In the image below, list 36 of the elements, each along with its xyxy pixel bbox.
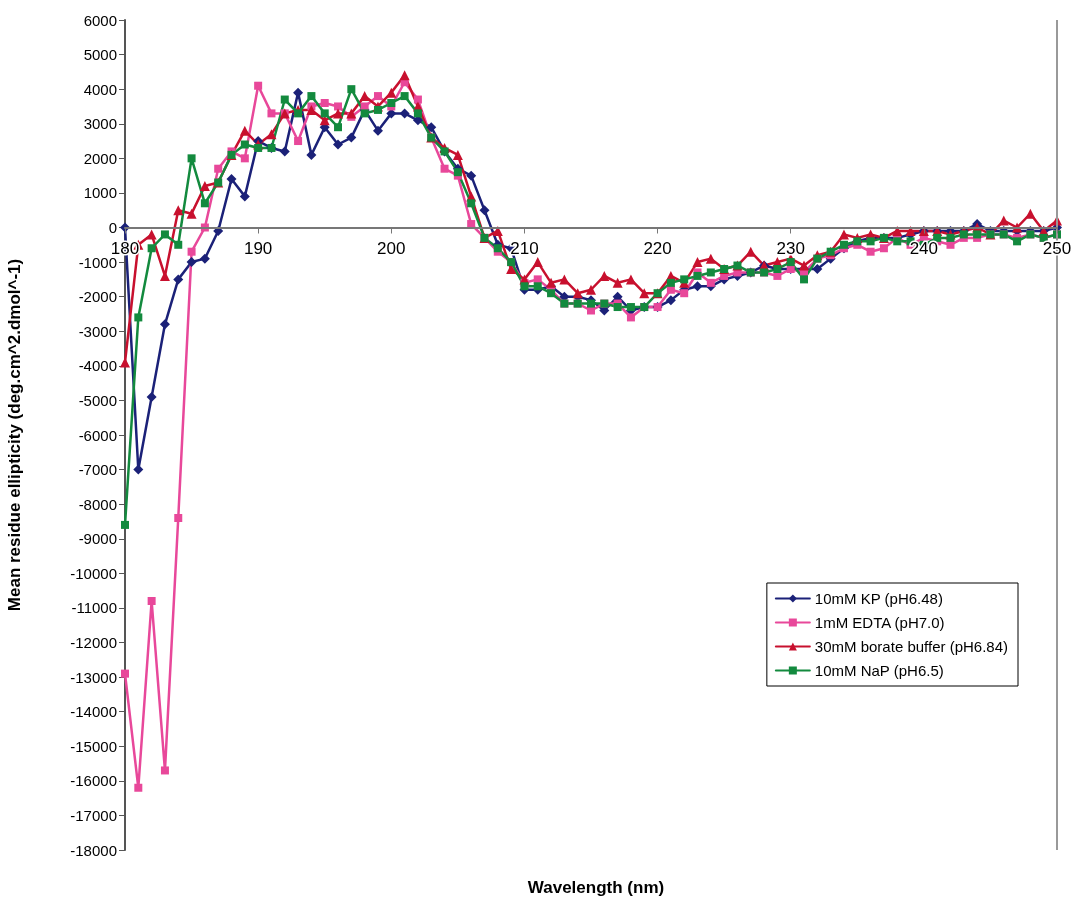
y-tick-label: -18000 [70, 841, 117, 859]
y-axis-title: Mean residue ellipticity (deg.cm^2.dmol^-1) [5, 258, 24, 612]
x-tick-label: 190 [243, 238, 273, 258]
y-tick-label: 3000 [83, 115, 117, 133]
y-tick-label: -9000 [78, 530, 117, 548]
y-tick-label: -6000 [78, 426, 117, 444]
y-tick-label: 1000 [83, 184, 117, 202]
y-tick-label: -15000 [70, 737, 117, 755]
y-tick-label: 6000 [83, 11, 117, 29]
x-tick-label: 220 [643, 238, 672, 258]
y-tick-label: -13000 [70, 668, 117, 686]
y-tick-label: -8000 [78, 495, 117, 513]
y-tick-label: -17000 [70, 806, 117, 824]
y-tick-label: -3000 [78, 322, 117, 340]
y-tick-label: -10000 [70, 564, 117, 582]
x-axis-title: Wavelength (nm) [527, 878, 665, 897]
x-tick-label: 250 [1042, 238, 1072, 258]
legend-label: 10mM KP (pH6.48) [814, 590, 943, 607]
y-tick-label: 0 [108, 219, 117, 236]
legend-label: 10mM NaP (pH6.5) [814, 662, 944, 679]
y-tick-label: -16000 [70, 772, 117, 790]
y-tick-label: 4000 [83, 80, 117, 98]
y-tick-label: -4000 [78, 357, 117, 375]
y-tick-label: -5000 [78, 391, 117, 409]
y-tick-label: -14000 [70, 703, 117, 721]
legend-label: 1mM EDTA (pH7.0) [814, 614, 945, 631]
y-tick-label: -1000 [78, 253, 117, 271]
y-tick-label: 5000 [83, 46, 117, 64]
y-tick-label: -2000 [78, 288, 117, 306]
y-tick-label: -12000 [70, 634, 117, 651]
x-tick-label: 230 [776, 238, 805, 258]
y-tick-label: -7000 [78, 461, 117, 479]
y-tick-label: 2000 [83, 149, 117, 167]
legend-label: 30mM borate buffer (pH6.84) [814, 638, 1008, 655]
x-tick-label: 200 [377, 238, 406, 258]
y-tick-label: -11000 [71, 599, 117, 617]
